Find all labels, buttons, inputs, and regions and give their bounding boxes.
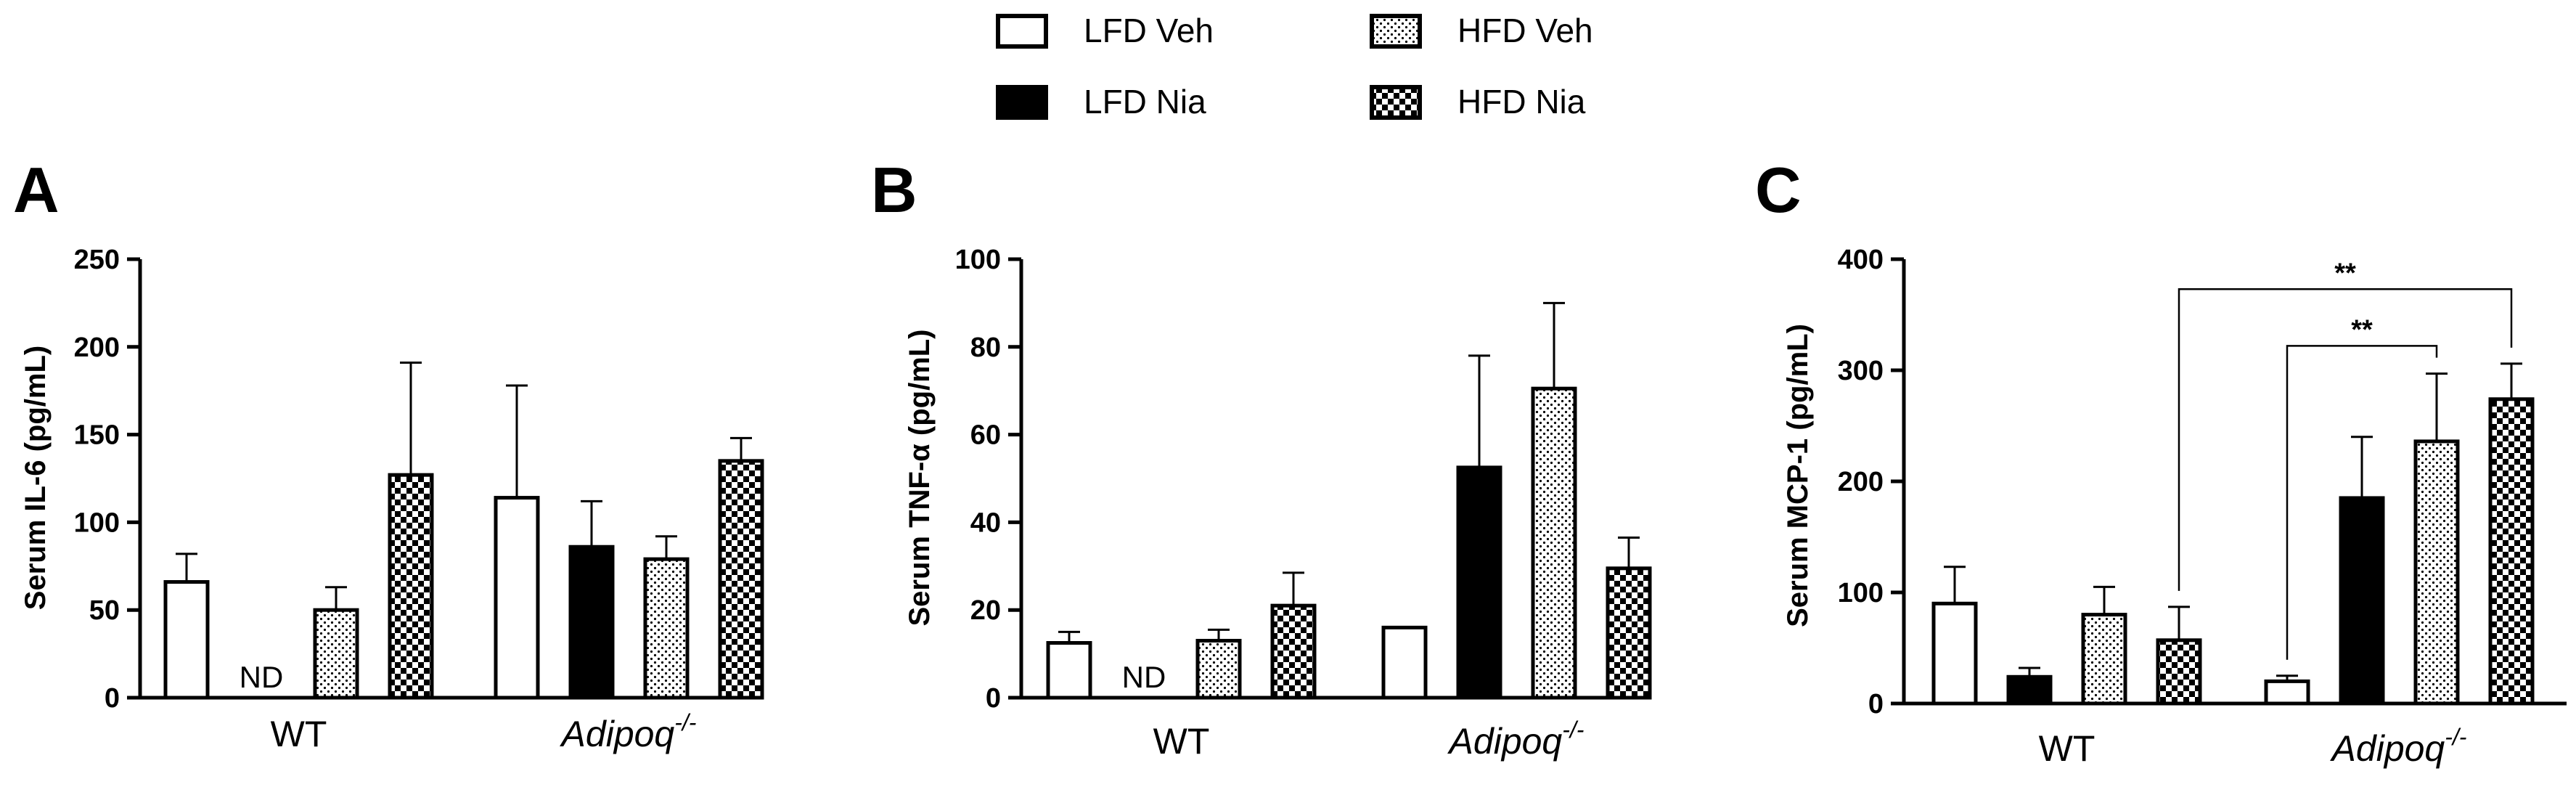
legend-swatch bbox=[1370, 14, 1422, 49]
y-tick-label: 60 bbox=[970, 420, 1001, 451]
y-tick-label: 400 bbox=[1838, 245, 1884, 275]
legend-item-lfd-veh: LFD Veh bbox=[996, 12, 1214, 49]
panel-a: A Serum IL-6 (pg/mL) 0 50 100 150 200 250 ND WT… bbox=[13, 154, 764, 754]
bar-lfd-nia-adipoq bbox=[1456, 465, 1502, 700]
legend-label: HFD Nia bbox=[1457, 83, 1586, 121]
bar-hfd-nia-adipoq bbox=[2488, 397, 2535, 706]
group-label-text: WT bbox=[271, 714, 327, 754]
significance-label: ** bbox=[2334, 258, 2356, 288]
bar-hfd-nia-adipoq bbox=[718, 459, 764, 700]
legend-swatch bbox=[1370, 85, 1422, 120]
group-label-wt: WT bbox=[2039, 728, 2095, 769]
group-label-adipoq: Adipoq-/- bbox=[1447, 717, 1585, 762]
y-tick-label: 100 bbox=[955, 245, 1001, 275]
bar-hfd-veh-wt bbox=[313, 608, 359, 700]
bar-hfd-nia-adipoq bbox=[1606, 566, 1652, 700]
significance-label: ** bbox=[2351, 314, 2373, 345]
bar-lfd-veh-wt bbox=[163, 580, 210, 700]
y-tick-label: 200 bbox=[1838, 467, 1884, 497]
group-label-superscript: -/- bbox=[1562, 717, 1584, 743]
y-tick-label: 80 bbox=[970, 333, 1001, 363]
legend-item-lfd-nia: LFD Nia bbox=[996, 83, 1206, 121]
y-axis-label: Serum MCP-1 (pg/mL) bbox=[1782, 324, 1814, 627]
y-tick-label: 0 bbox=[105, 683, 120, 714]
legend-item-hfd-nia: HFD Nia bbox=[1370, 83, 1586, 121]
group-label-adipoq: Adipoq-/- bbox=[2330, 724, 2467, 769]
bar-hfd-veh-wt bbox=[1195, 638, 1242, 700]
group-label-text: WT bbox=[1153, 721, 1210, 762]
group-label-text: Adipoq bbox=[2330, 728, 2445, 769]
not-detected-label: ND bbox=[1122, 660, 1166, 694]
group-label-text: Adipoq bbox=[560, 714, 675, 754]
legend-label: LFD Veh bbox=[1084, 12, 1214, 49]
panel-letter: A bbox=[13, 154, 60, 226]
y-tick-label: 100 bbox=[1838, 578, 1884, 608]
bar-lfd-veh-adipoq bbox=[494, 496, 540, 700]
legend-swatch bbox=[996, 14, 1048, 49]
legend-label: LFD Nia bbox=[1084, 83, 1206, 121]
legend-item-hfd-veh: HFD Veh bbox=[1370, 12, 1593, 49]
y-axis-label: Serum IL-6 (pg/mL) bbox=[20, 346, 52, 610]
group-label-text: Adipoq bbox=[1447, 721, 1563, 762]
group-label-text: WT bbox=[2039, 728, 2095, 769]
y-tick-label: 0 bbox=[1868, 689, 1884, 719]
bar-lfd-veh-adipoq bbox=[2264, 679, 2310, 706]
panel-c: C Serum MCP-1 (pg/mL) 0 100 200 300 400 WT Adi… bbox=[1755, 154, 2567, 769]
bar-hfd-nia-wt bbox=[2156, 638, 2202, 706]
legend: LFD Veh LFD Nia HFD Veh HFD Nia bbox=[996, 12, 1593, 121]
group-label-adipoq: Adipoq-/- bbox=[560, 709, 697, 754]
bar-hfd-nia-wt bbox=[388, 473, 434, 700]
bar-lfd-nia-adipoq bbox=[2339, 496, 2385, 706]
group-label-wt: WT bbox=[271, 714, 327, 754]
panel-letter: C bbox=[1755, 154, 1802, 226]
y-tick-label: 150 bbox=[74, 420, 120, 451]
bar-lfd-veh-wt bbox=[1931, 601, 1978, 706]
legend-label: HFD Veh bbox=[1457, 12, 1593, 49]
y-tick-label: 20 bbox=[970, 595, 1001, 626]
not-detected-label: ND bbox=[240, 660, 284, 694]
group-label-wt: WT bbox=[1153, 721, 1210, 762]
bar-hfd-veh-adipoq bbox=[1531, 386, 1577, 700]
significance-bracket bbox=[2178, 288, 2513, 591]
panel-letter: B bbox=[871, 154, 917, 226]
bar-lfd-nia-wt bbox=[2006, 674, 2053, 706]
y-tick-label: 0 bbox=[986, 683, 1001, 714]
bar-hfd-veh-wt bbox=[2081, 613, 2127, 706]
y-tick-label: 50 bbox=[89, 595, 120, 626]
bar-hfd-veh-adipoq bbox=[643, 557, 690, 700]
bar-hfd-nia-wt bbox=[1270, 603, 1317, 700]
y-tick-label: 100 bbox=[74, 507, 120, 538]
group-label-superscript: -/- bbox=[674, 709, 696, 735]
y-tick-label: 300 bbox=[1838, 356, 1884, 386]
group-label-superscript: -/- bbox=[2445, 724, 2466, 750]
significance-bracket bbox=[2286, 345, 2438, 660]
y-tick-label: 200 bbox=[74, 333, 120, 363]
legend-swatch bbox=[996, 85, 1048, 120]
y-axis-label: Serum TNF-α (pg/mL) bbox=[904, 329, 936, 626]
y-tick-label: 250 bbox=[74, 245, 120, 275]
bar-lfd-veh-adipoq bbox=[1381, 625, 1428, 700]
bar-lfd-veh-wt bbox=[1046, 641, 1092, 700]
panel-b: B Serum TNF-α (pg/mL) 0 20 40 60 80 100 ND WT Ad… bbox=[871, 154, 1652, 762]
bar-lfd-nia-adipoq bbox=[568, 545, 615, 700]
y-tick-label: 40 bbox=[970, 507, 1001, 538]
bar-hfd-veh-adipoq bbox=[2413, 439, 2460, 706]
